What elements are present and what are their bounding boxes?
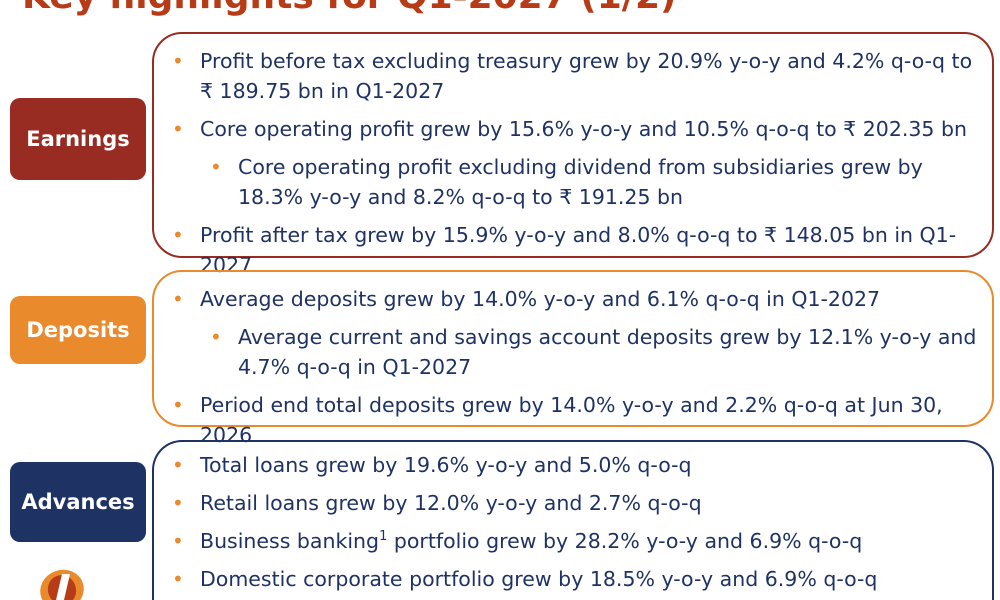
deposits-panel: Average deposits grew by 14.0% y-o-y and… — [152, 270, 994, 447]
advances-item: Total loans grew by 19.6% y-o-y and 5.0%… — [170, 450, 984, 480]
advances-label: Advances — [10, 462, 146, 542]
deposits-item: Average deposits grew by 14.0% y-o-y and… — [170, 284, 984, 314]
deposits-item: Period end total deposits grew by 14.0% … — [170, 390, 984, 450]
earnings-panel: Profit before tax excluding treasury gre… — [152, 32, 994, 277]
deposits-label: Deposits — [10, 296, 146, 364]
earnings-item: Profit after tax grew by 15.9% y-o-y and… — [170, 220, 984, 280]
advances-item: Business banking1 portfolio grew by 28.2… — [170, 526, 984, 556]
earnings-item: Core operating profit grew by 15.6% y-o-… — [170, 114, 984, 144]
page-title: Key highlights for Q1-2027 (1/2) — [22, 0, 676, 17]
advances-item: Domestic corporate portfolio grew by 18.… — [170, 564, 984, 594]
earnings-item: Profit before tax excluding treasury gre… — [170, 46, 984, 106]
business-banking-text: portfolio grew by 28.2% y-o-y and 6.9% q… — [393, 529, 863, 553]
business-banking-prefix: Business banking — [200, 529, 380, 553]
bank-logo-icon — [40, 559, 84, 600]
advances-panel: Total loans grew by 19.6% y-o-y and 5.0%… — [152, 440, 994, 600]
footnote-marker: 1 — [379, 529, 388, 545]
earnings-sub-item: Core operating profit excluding dividend… — [208, 152, 984, 212]
earnings-label: Earnings — [10, 98, 146, 180]
deposits-sub-item: Average current and savings account depo… — [208, 322, 984, 382]
advances-item: Retail loans grew by 12.0% y-o-y and 2.7… — [170, 488, 984, 518]
